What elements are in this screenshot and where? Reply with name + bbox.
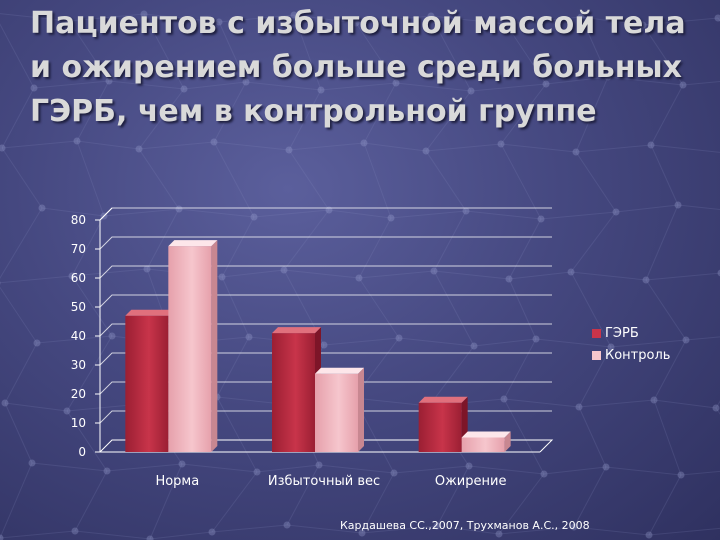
bar-control-0: [168, 240, 218, 452]
y-tick-label: 70: [71, 242, 86, 256]
bar-gerb-1: [272, 327, 321, 452]
bar-top: [461, 431, 511, 438]
gridline: [99, 207, 552, 221]
y-tick-label: 30: [71, 358, 86, 372]
legend-swatch-control: [592, 350, 601, 360]
y-tick-label: 10: [71, 416, 86, 430]
bar-side: [358, 367, 364, 452]
bar-side: [211, 240, 218, 452]
gridline: [99, 323, 552, 337]
y-tick-label: 50: [71, 300, 86, 314]
legend-label-gerb: ГЭРБ: [605, 325, 639, 341]
y-tick-label: 40: [71, 329, 86, 343]
legend-label-control: Контроль: [605, 347, 671, 363]
bar-control-2: [461, 431, 511, 452]
bar-top: [272, 327, 321, 334]
bar-side: [504, 431, 511, 452]
slide-title: Пациентов с избыточной массой тела и ожи…: [30, 6, 686, 129]
y-tick-label: 0: [78, 445, 86, 459]
bar-top: [125, 309, 175, 316]
bar-front: [315, 373, 358, 452]
y-tick-label: 80: [71, 213, 86, 227]
gridline: [99, 381, 552, 395]
bar-front: [168, 246, 212, 452]
legend-item-control: Контроль: [592, 344, 670, 366]
x-category-label: Норма: [155, 474, 199, 489]
y-tick-label: 20: [71, 387, 86, 401]
bar-front: [125, 315, 169, 452]
bar-front: [461, 437, 505, 452]
bar-gerb-2: [418, 396, 468, 452]
x-category-label: Избыточный вес: [268, 474, 380, 489]
source-citation: Кардашева СС.,2007, Трухманов А.С., 2008: [340, 519, 590, 532]
bar-top: [168, 240, 218, 247]
x-category-label: Ожирение: [435, 474, 507, 489]
gridline: [99, 352, 552, 366]
bar-front: [272, 333, 315, 452]
legend-swatch-gerb: [592, 328, 601, 338]
gridline: [99, 236, 552, 250]
chart-legend: ГЭРБ Контроль: [592, 322, 670, 366]
bar-top: [315, 367, 364, 374]
gridline: [99, 294, 552, 308]
bar-gerb-0: [125, 309, 175, 452]
bar-top: [418, 396, 468, 403]
bar-front: [418, 402, 462, 452]
bar-control-1: [315, 367, 364, 452]
y-tick-label: 60: [71, 271, 86, 285]
gridline: [99, 410, 552, 424]
legend-item-gerb: ГЭРБ: [592, 322, 670, 344]
gridline: [99, 265, 552, 279]
